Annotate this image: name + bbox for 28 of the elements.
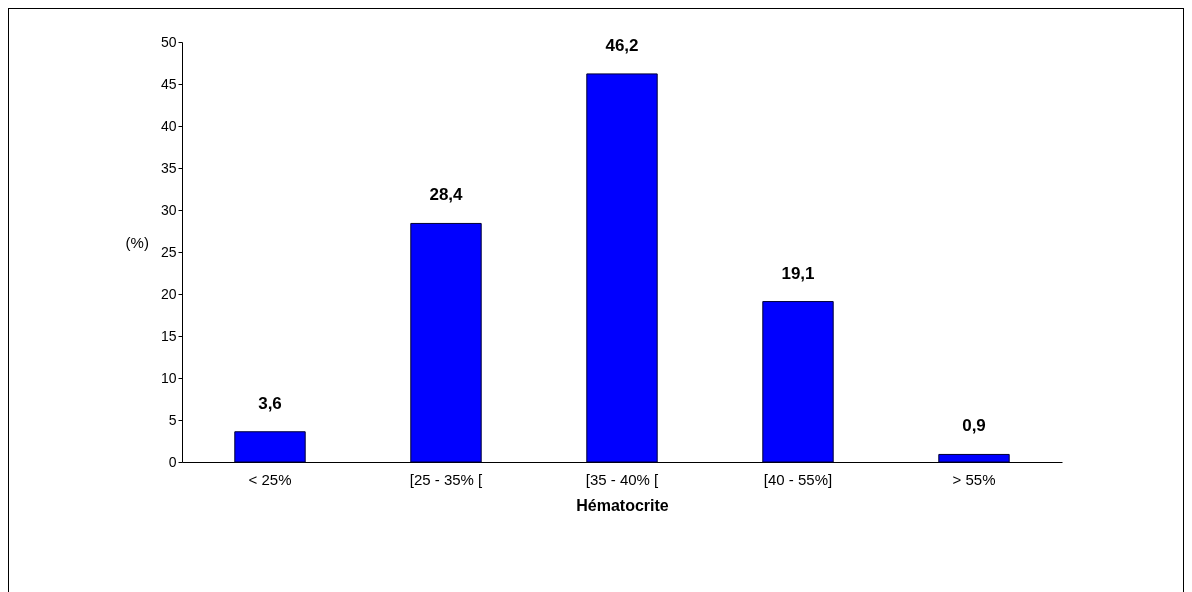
data-label: 46,2 (605, 35, 639, 55)
data-label: 0,9 (962, 416, 986, 436)
data-label: 3,6 (258, 393, 282, 413)
y-tick-label: 40 (160, 117, 177, 134)
y-axis-title: (%) (125, 233, 149, 251)
x-tick-label: < 25% (248, 470, 292, 488)
x-axis-title: Hématocrite (576, 496, 669, 514)
bar (938, 453, 1010, 463)
bar (586, 73, 658, 463)
data-label: 28,4 (429, 185, 464, 205)
x-tick-label: [25 - 35% [ (409, 470, 484, 488)
y-tick-label: 5 (168, 411, 177, 428)
y-tick-label: 20 (160, 285, 177, 302)
bar (234, 431, 306, 463)
x-tick-label: > 55% (952, 470, 996, 488)
x-tick-label: [35 - 40% [ (585, 470, 660, 488)
y-tick-label: 0 (168, 453, 177, 470)
y-tick-label: 25 (160, 243, 177, 260)
bar (762, 301, 834, 463)
y-tick-label: 10 (160, 369, 177, 386)
y-tick-label: 35 (160, 159, 177, 176)
x-tick-label: [40 - 55%] (763, 470, 833, 488)
bar (410, 222, 482, 463)
y-tick-label: 50 (160, 33, 177, 50)
data-label: 19,1 (781, 263, 815, 283)
y-tick-label: 45 (160, 75, 177, 92)
y-tick-label: 30 (160, 201, 177, 218)
y-tick-label: 15 (160, 327, 177, 344)
